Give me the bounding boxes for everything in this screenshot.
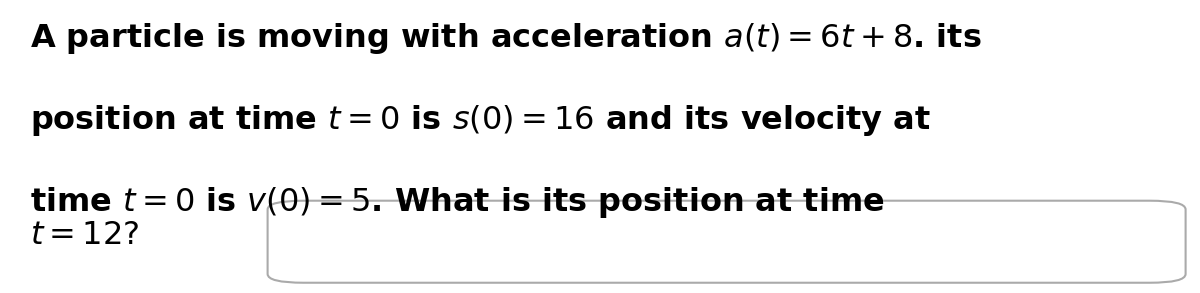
FancyBboxPatch shape (268, 201, 1186, 283)
Text: A particle is moving with acceleration $a(t) = 6t + 8$. its: A particle is moving with acceleration $… (30, 21, 982, 55)
Text: position at time $t = 0$ is $s(0) = 16$ and its velocity at: position at time $t = 0$ is $s(0) = 16$ … (30, 103, 931, 137)
Text: time $t = 0$ is $v(0) = 5$. What is its position at time: time $t = 0$ is $v(0) = 5$. What is its … (30, 185, 884, 219)
Text: $t = 12?$: $t = 12?$ (30, 220, 139, 251)
